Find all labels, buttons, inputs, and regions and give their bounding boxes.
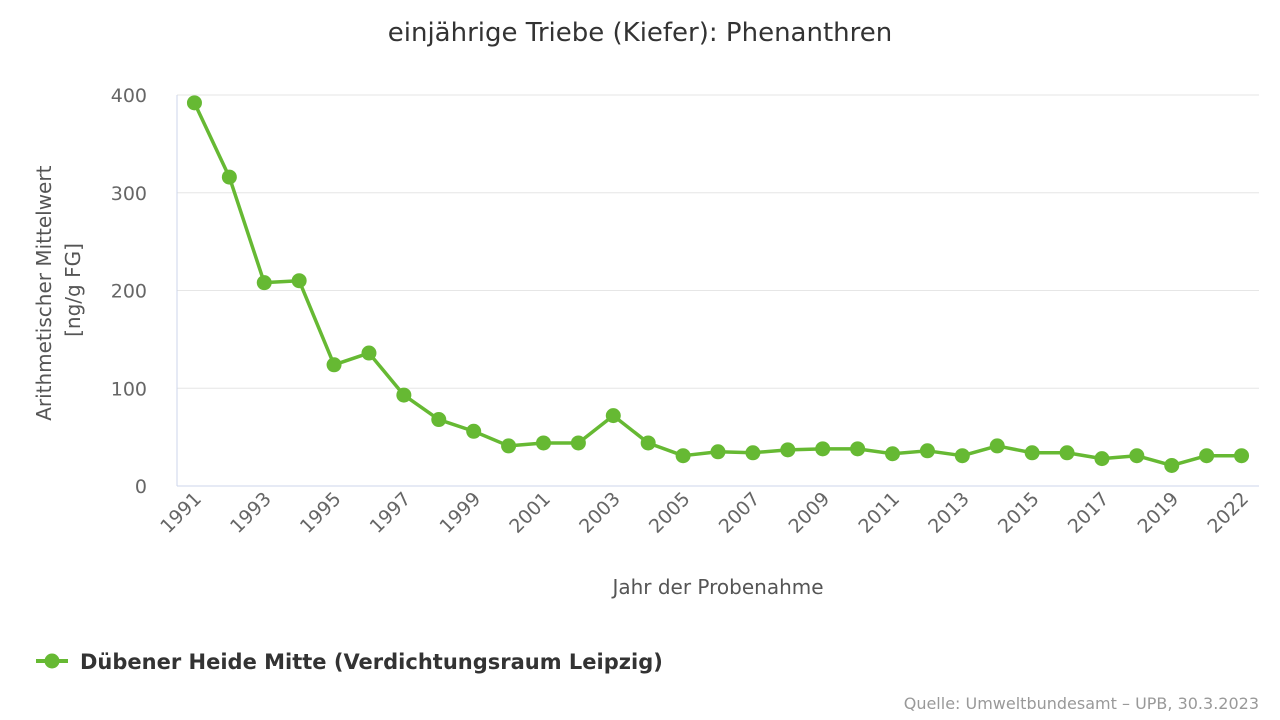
data-point[interactable] [850, 441, 866, 457]
y-tick-label: 0 [135, 476, 147, 498]
x-tick-label: 1999 [435, 488, 485, 538]
y-tick-label: 300 [111, 183, 147, 205]
data-point[interactable] [1199, 448, 1215, 464]
legend-marker-symbol [44, 653, 60, 669]
data-point[interactable] [1024, 445, 1040, 461]
data-point[interactable] [675, 448, 691, 464]
y-tick-label: 200 [111, 281, 147, 303]
x-tick-label: 2005 [645, 488, 695, 538]
data-point[interactable] [989, 438, 1005, 454]
data-point[interactable] [570, 435, 586, 451]
data-point[interactable] [954, 448, 970, 464]
x-tick-label: 2011 [854, 488, 904, 538]
data-point[interactable] [745, 445, 761, 461]
y-tick-label: 100 [111, 378, 147, 400]
data-point[interactable] [326, 357, 342, 373]
y-tick-label: 400 [111, 85, 147, 107]
grid-lines [176, 94, 1259, 487]
data-point[interactable] [1129, 448, 1145, 464]
data-point[interactable] [919, 443, 935, 459]
x-tick-label: 2009 [784, 488, 834, 538]
data-point[interactable] [1164, 457, 1180, 473]
series-line [192, 102, 1242, 468]
source-credit[interactable]: Quelle: Umweltbundesamt – UPB, 30.3.2023 [904, 694, 1259, 713]
x-tick-label: 2019 [1134, 488, 1184, 538]
x-axis-ticks: 1991 1993 1995 1997 1999 2001 2003 2005 2007 2009… [156, 488, 1253, 538]
x-tick-label: 2003 [575, 488, 625, 538]
data-point[interactable] [1059, 445, 1075, 461]
x-tick-label: 1991 [156, 488, 206, 538]
y-axis-label: Arithmetischer Mittelwert [ng/g FG] [32, 159, 85, 421]
data-point[interactable] [361, 345, 377, 361]
x-tick-label: 2015 [994, 488, 1044, 538]
y-axis-ticks: 0 100 200 300 400 [111, 85, 147, 498]
legend[interactable]: Dübener Heide Mitte (Verdichtungsraum Le… [36, 650, 663, 674]
data-point[interactable] [535, 435, 551, 451]
series-layer [186, 95, 1250, 473]
data-point[interactable] [291, 273, 307, 289]
data-point[interactable] [186, 95, 202, 111]
data-point[interactable] [256, 275, 272, 291]
x-axis-label: Jahr der Probenahme [610, 575, 823, 599]
x-tick-label: 2007 [715, 488, 765, 538]
y-axis-label-line-1: Arithmetischer Mittelwert [32, 165, 56, 420]
chart-title: einjährige Triebe (Kiefer): Phenanthren [388, 18, 892, 48]
data-point[interactable] [396, 387, 412, 403]
data-point[interactable] [885, 446, 901, 462]
x-tick-label: 2013 [924, 488, 974, 538]
data-point[interactable] [1094, 451, 1110, 467]
x-tick-label: 2022 [1203, 488, 1253, 538]
data-point[interactable] [640, 435, 656, 451]
y-axis-label-line-2: [ng/g FG] [61, 243, 85, 337]
data-point[interactable] [431, 412, 447, 428]
legend-item-label[interactable]: Dübener Heide Mitte (Verdichtungsraum Le… [80, 650, 663, 674]
data-point[interactable] [221, 169, 237, 185]
x-tick-label: 2001 [505, 488, 555, 538]
data-point[interactable] [466, 423, 482, 439]
data-point[interactable] [815, 441, 831, 457]
x-tick-label: 1995 [296, 488, 346, 538]
data-point[interactable] [780, 442, 796, 458]
x-tick-label: 2017 [1064, 488, 1114, 538]
data-point[interactable] [501, 438, 517, 454]
data-point[interactable] [1234, 448, 1250, 464]
data-point[interactable] [710, 444, 726, 460]
data-point[interactable] [605, 408, 621, 424]
x-tick-label: 1993 [226, 488, 276, 538]
x-tick-label: 1997 [366, 488, 416, 538]
